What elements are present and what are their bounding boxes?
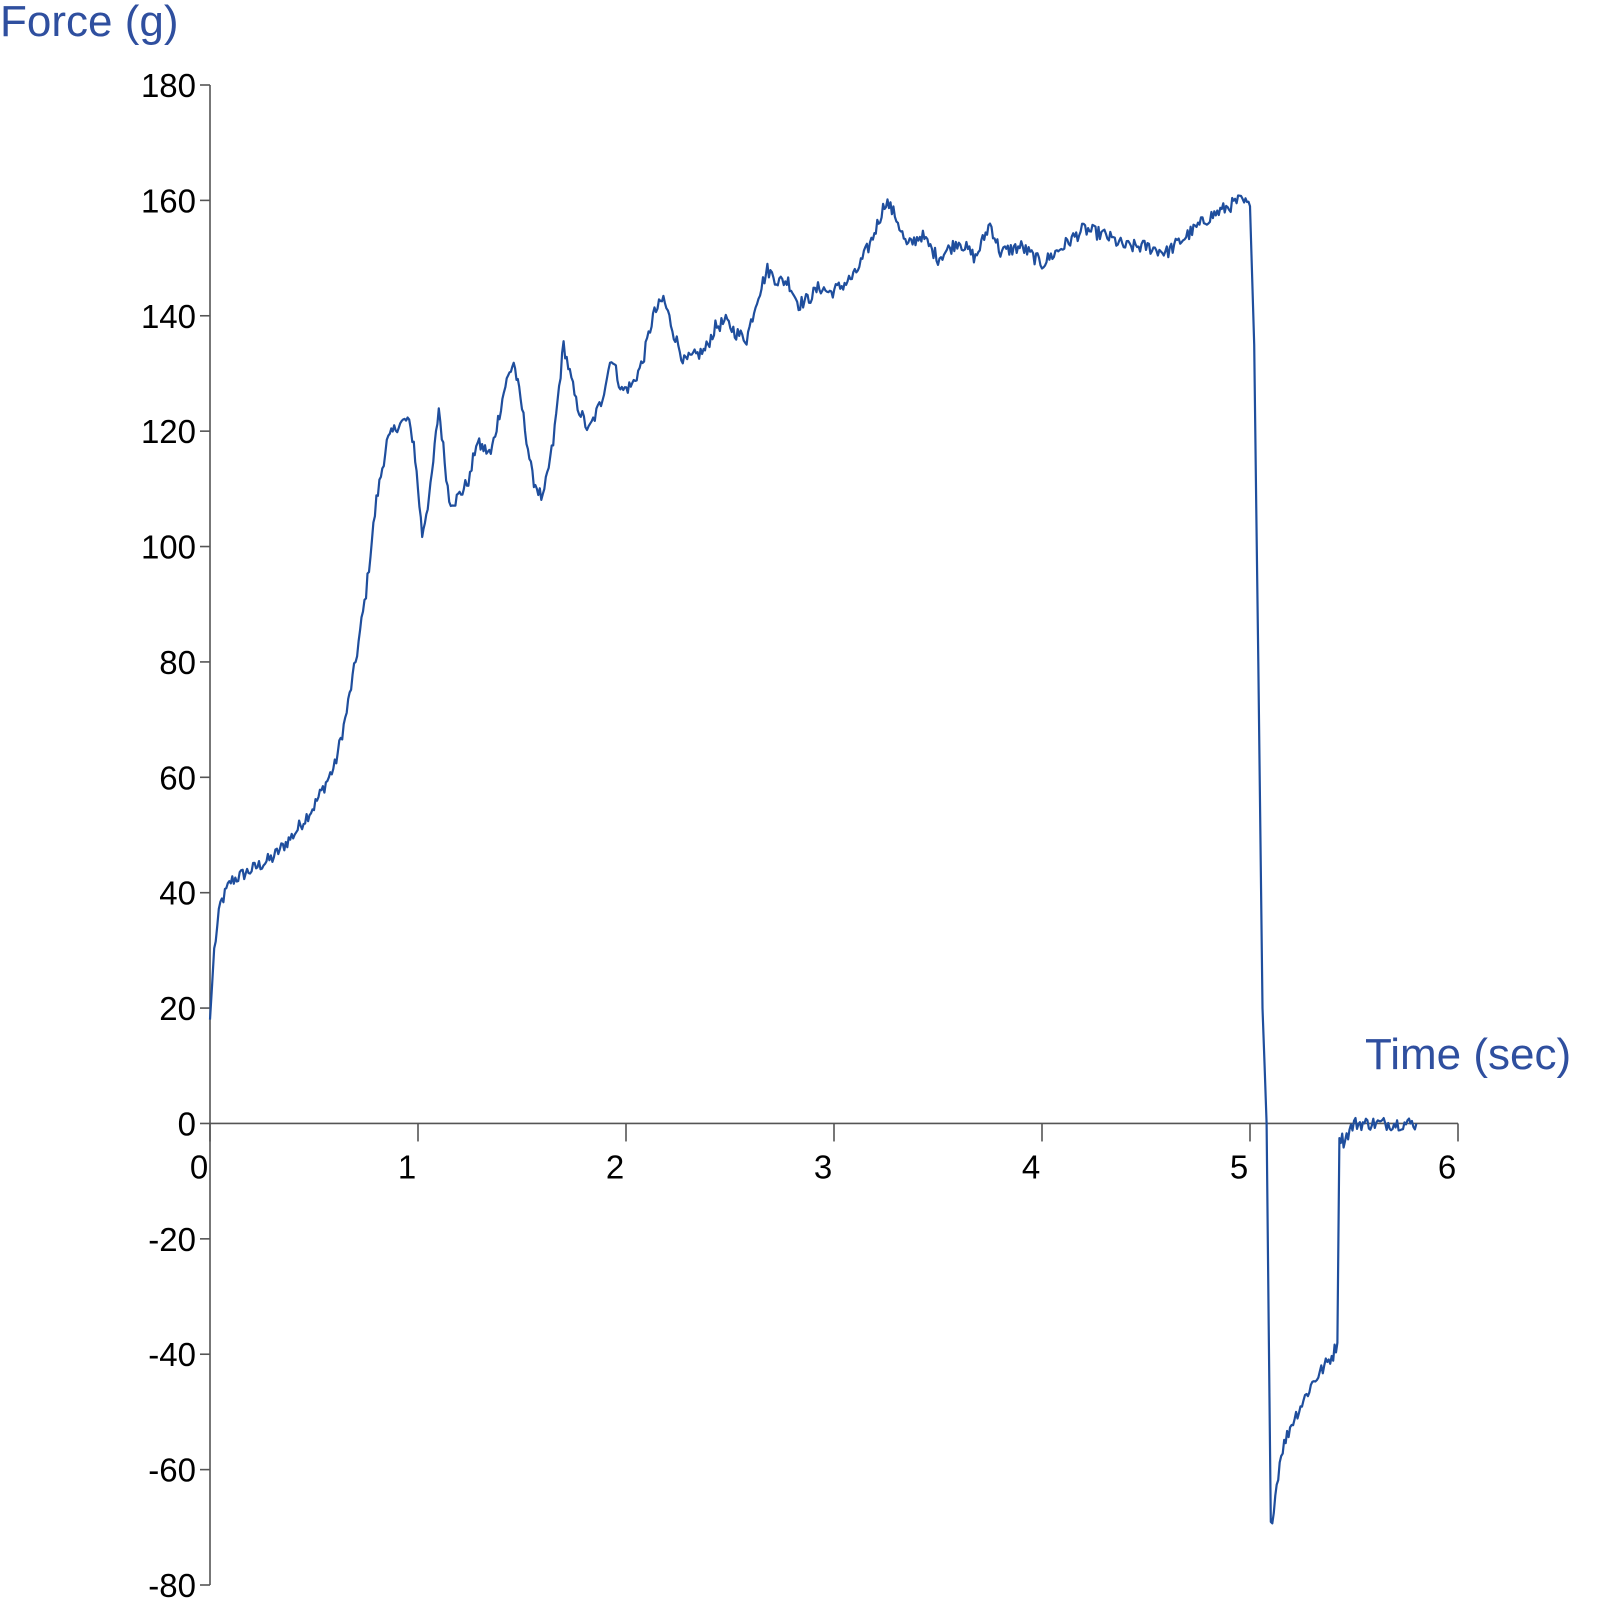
x-axis-title: Time (sec) bbox=[1365, 1030, 1572, 1079]
x-tick-label: 2 bbox=[606, 1148, 624, 1185]
y-tick-label: 160 bbox=[141, 182, 196, 219]
y-tick-label: -60 bbox=[148, 1452, 196, 1489]
y-tick-label: 140 bbox=[141, 298, 196, 335]
y-tick-label: 60 bbox=[159, 759, 196, 796]
y-axis-title: Force (g) bbox=[0, 0, 179, 46]
y-tick-label: 0 bbox=[178, 1105, 196, 1142]
y-tick-label: 100 bbox=[141, 529, 196, 566]
x-tick-label: 4 bbox=[1022, 1148, 1040, 1185]
x-tick-label: 1 bbox=[398, 1148, 416, 1185]
y-tick-label: 40 bbox=[159, 875, 196, 912]
y-tick-label: -20 bbox=[148, 1221, 196, 1258]
axes bbox=[209, 85, 1458, 1585]
axis-ticks: 180 160 140 120 100 80 60 40 20 0 -20 -40 -60 -80 0 1 2 3… bbox=[141, 67, 1459, 1600]
plot-area bbox=[208, 194, 1418, 1525]
y-tick-label: 180 bbox=[141, 67, 196, 104]
x-tick-label: 6 bbox=[1438, 1148, 1456, 1185]
y-tick-label: -80 bbox=[148, 1567, 196, 1600]
x-tick-label: 0 bbox=[190, 1148, 208, 1185]
force-series-line bbox=[208, 194, 1418, 1525]
x-tick-label: 3 bbox=[814, 1148, 832, 1185]
y-tick-label: 80 bbox=[159, 644, 196, 681]
x-tick-label: 5 bbox=[1230, 1148, 1248, 1185]
y-tick-label: -40 bbox=[148, 1336, 196, 1373]
y-tick-label: 120 bbox=[141, 413, 196, 450]
y-tick-label: 20 bbox=[159, 990, 196, 1027]
